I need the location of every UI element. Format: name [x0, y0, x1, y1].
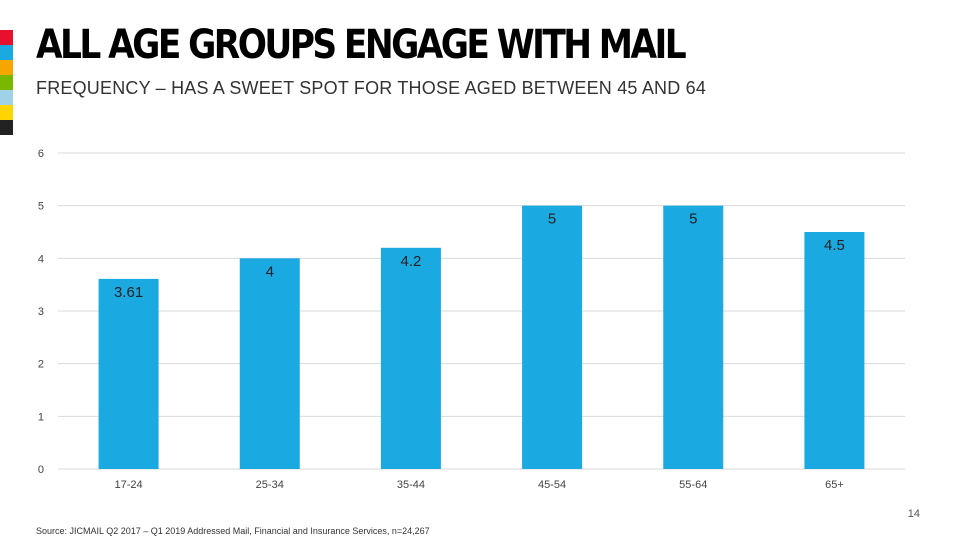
- strip-block-1: [0, 45, 13, 60]
- data-label: 4: [266, 263, 274, 280]
- y-tick-label: 6: [38, 148, 44, 160]
- data-label: 5: [548, 211, 556, 228]
- slide-title: ALL AGE GROUPS ENGAGE WITH MAIL: [36, 22, 687, 68]
- data-label: 4.5: [824, 237, 845, 254]
- source-note: Source: JICMAIL Q2 2017 – Q1 2019 Addres…: [36, 526, 430, 536]
- slide-subtitle: FREQUENCY – HAS A SWEET SPOT FOR THOSE A…: [36, 78, 707, 98]
- color-strip: [0, 30, 13, 135]
- strip-block-3: [0, 75, 13, 90]
- data-label: 5: [689, 211, 697, 228]
- y-tick-label: 0: [38, 464, 44, 476]
- bar-65+: [804, 232, 865, 469]
- strip-block-0: [0, 30, 13, 45]
- bar-25-34: [239, 258, 300, 469]
- x-tick-label: 45-54: [538, 479, 566, 491]
- y-tick-label: 2: [38, 359, 44, 371]
- y-tick-label: 3: [38, 306, 44, 318]
- x-tick-label: 25-34: [256, 479, 284, 491]
- x-tick-label: 55-64: [679, 479, 707, 491]
- x-tick-label: 17-24: [115, 479, 143, 491]
- bar-35-44: [380, 247, 441, 469]
- y-tick-label: 1: [38, 411, 44, 423]
- bar-17-24: [98, 278, 159, 469]
- bar-55-64: [663, 205, 724, 469]
- bar-45-54: [522, 205, 583, 469]
- y-tick-label: 5: [38, 201, 44, 213]
- strip-block-5: [0, 105, 13, 120]
- strip-block-2: [0, 60, 13, 75]
- y-tick-label: 4: [38, 253, 44, 265]
- x-tick-label: 35-44: [397, 479, 425, 491]
- strip-block-6: [0, 120, 13, 135]
- page-number: 14: [907, 508, 920, 520]
- data-label: 4.2: [400, 253, 421, 270]
- data-label: 3.61: [114, 284, 143, 301]
- x-tick-label: 65+: [825, 479, 844, 491]
- strip-block-4: [0, 90, 13, 105]
